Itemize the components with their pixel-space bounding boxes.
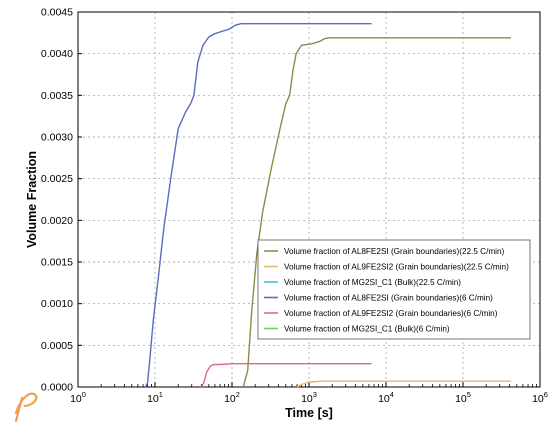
x-tick-label: 104: [378, 390, 394, 405]
series-line-5: [200, 362, 372, 388]
x-tick-label: 102: [224, 390, 240, 405]
y-tick-label: 0.0035: [41, 90, 73, 102]
x-tick-label: 101: [147, 390, 163, 405]
y-tick-label: 0.0020: [41, 215, 73, 227]
x-axis-label: Time [s]: [285, 406, 333, 420]
legend-entry: Volume fraction of AL9FE2SI2 (Grain boun…: [284, 309, 498, 318]
series-line-2: [296, 380, 511, 388]
x-tick-label: 105: [455, 390, 471, 405]
y-tick-label: 0.0040: [41, 48, 73, 60]
legend-entry: Volume fraction of MG2SI_C1 (Bulk)(6 C/m…: [284, 325, 450, 334]
x-tick-label: 103: [301, 390, 317, 405]
x-tick-label: 100: [70, 390, 86, 405]
series-line-4: [144, 22, 372, 388]
y-tick-label: 0.0025: [41, 173, 73, 185]
y-tick-label: 0.0000: [41, 382, 73, 394]
y-tick-label: 0.0015: [41, 257, 73, 269]
logo: [14, 392, 38, 423]
legend-entry: Volume fraction of AL8FE2SI (Grain bound…: [284, 294, 493, 303]
y-tick-label: 0.0005: [41, 340, 73, 352]
y-tick-label: 0.0045: [41, 7, 73, 19]
legend-entry: Volume fraction of MG2SI_C1 (Bulk)(22.5 …: [284, 278, 461, 287]
x-tick-label: 106: [532, 390, 548, 405]
y-tick-label: 0.0010: [41, 298, 73, 310]
legend-entry: Volume fraction of AL9FE2SI2 (Grain boun…: [284, 263, 509, 272]
legend-box: [257, 239, 531, 340]
y-tick-label: 0.0030: [41, 132, 73, 144]
y-axis-label: Volume Fraction: [25, 151, 39, 248]
legend-entry: Volume fraction of AL8FE2SI (Grain bound…: [284, 247, 505, 256]
series-line-1: [242, 37, 511, 388]
